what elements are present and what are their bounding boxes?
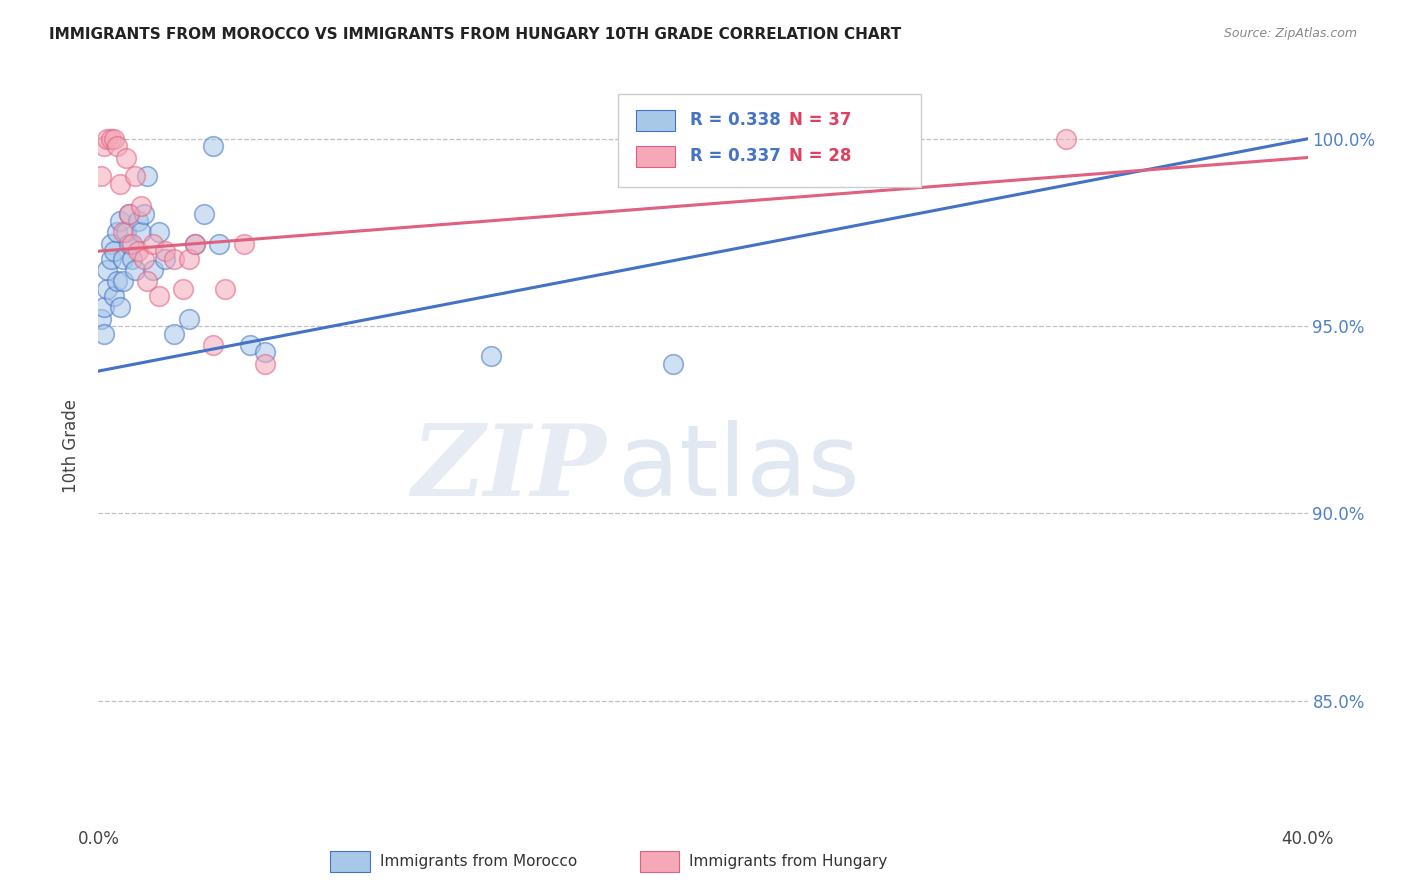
Point	[132, 252, 155, 266]
Point	[100, 236, 122, 251]
Point	[103, 244, 125, 259]
Point	[253, 345, 276, 359]
Text: atlas: atlas	[619, 420, 860, 517]
Text: R = 0.337: R = 0.337	[690, 147, 780, 165]
Point	[111, 274, 134, 288]
Point	[124, 263, 146, 277]
Point	[239, 338, 262, 352]
Point	[179, 252, 201, 266]
Text: Immigrants from Hungary: Immigrants from Hungary	[689, 855, 887, 869]
Text: IMMIGRANTS FROM MOROCCO VS IMMIGRANTS FROM HUNGARY 10TH GRADE CORRELATION CHART: IMMIGRANTS FROM MOROCCO VS IMMIGRANTS FR…	[49, 27, 901, 42]
Text: ZIP: ZIP	[412, 420, 606, 516]
FancyBboxPatch shape	[637, 145, 675, 167]
Point	[93, 301, 115, 315]
Point	[90, 311, 112, 326]
Point	[93, 139, 115, 153]
Text: R = 0.338: R = 0.338	[690, 112, 780, 129]
Point	[253, 357, 276, 371]
Point	[105, 226, 128, 240]
Point	[179, 311, 201, 326]
Point	[153, 252, 176, 266]
Point	[105, 139, 128, 153]
Point	[96, 282, 118, 296]
Point	[108, 301, 131, 315]
Text: Immigrants from Morocco: Immigrants from Morocco	[380, 855, 576, 869]
Point	[193, 207, 215, 221]
FancyBboxPatch shape	[619, 94, 921, 187]
Point	[124, 169, 146, 184]
Point	[121, 252, 143, 266]
Point	[135, 274, 157, 288]
Point	[1054, 132, 1077, 146]
Point	[111, 226, 134, 240]
Point	[184, 236, 207, 251]
Point	[148, 226, 170, 240]
Point	[153, 244, 176, 259]
Point	[163, 252, 186, 266]
Point	[96, 263, 118, 277]
Point	[127, 244, 149, 259]
Text: N = 28: N = 28	[789, 147, 851, 165]
Point	[148, 289, 170, 303]
Point	[100, 132, 122, 146]
Point	[114, 151, 136, 165]
Text: Source: ZipAtlas.com: Source: ZipAtlas.com	[1223, 27, 1357, 40]
Point	[114, 226, 136, 240]
Point	[90, 169, 112, 184]
FancyBboxPatch shape	[637, 110, 675, 130]
Point	[132, 207, 155, 221]
Point	[214, 282, 236, 296]
Point	[163, 326, 186, 341]
Point	[129, 226, 152, 240]
Point	[202, 338, 225, 352]
Point	[93, 326, 115, 341]
Point	[118, 207, 141, 221]
Point	[184, 236, 207, 251]
Point	[108, 177, 131, 191]
Point	[208, 236, 231, 251]
Y-axis label: 10th Grade: 10th Grade	[62, 399, 80, 493]
Point	[108, 214, 131, 228]
Point	[661, 357, 683, 371]
Point	[103, 289, 125, 303]
Point	[118, 207, 141, 221]
Point	[96, 132, 118, 146]
Text: N = 37: N = 37	[789, 112, 852, 129]
Point	[232, 236, 254, 251]
Point	[103, 132, 125, 146]
Point	[202, 139, 225, 153]
Point	[105, 274, 128, 288]
Point	[481, 349, 503, 363]
Point	[142, 263, 165, 277]
Point	[142, 236, 165, 251]
Point	[118, 236, 141, 251]
Point	[129, 199, 152, 213]
Point	[111, 252, 134, 266]
Point	[172, 282, 194, 296]
Point	[127, 214, 149, 228]
Point	[121, 236, 143, 251]
Point	[135, 169, 157, 184]
Point	[100, 252, 122, 266]
